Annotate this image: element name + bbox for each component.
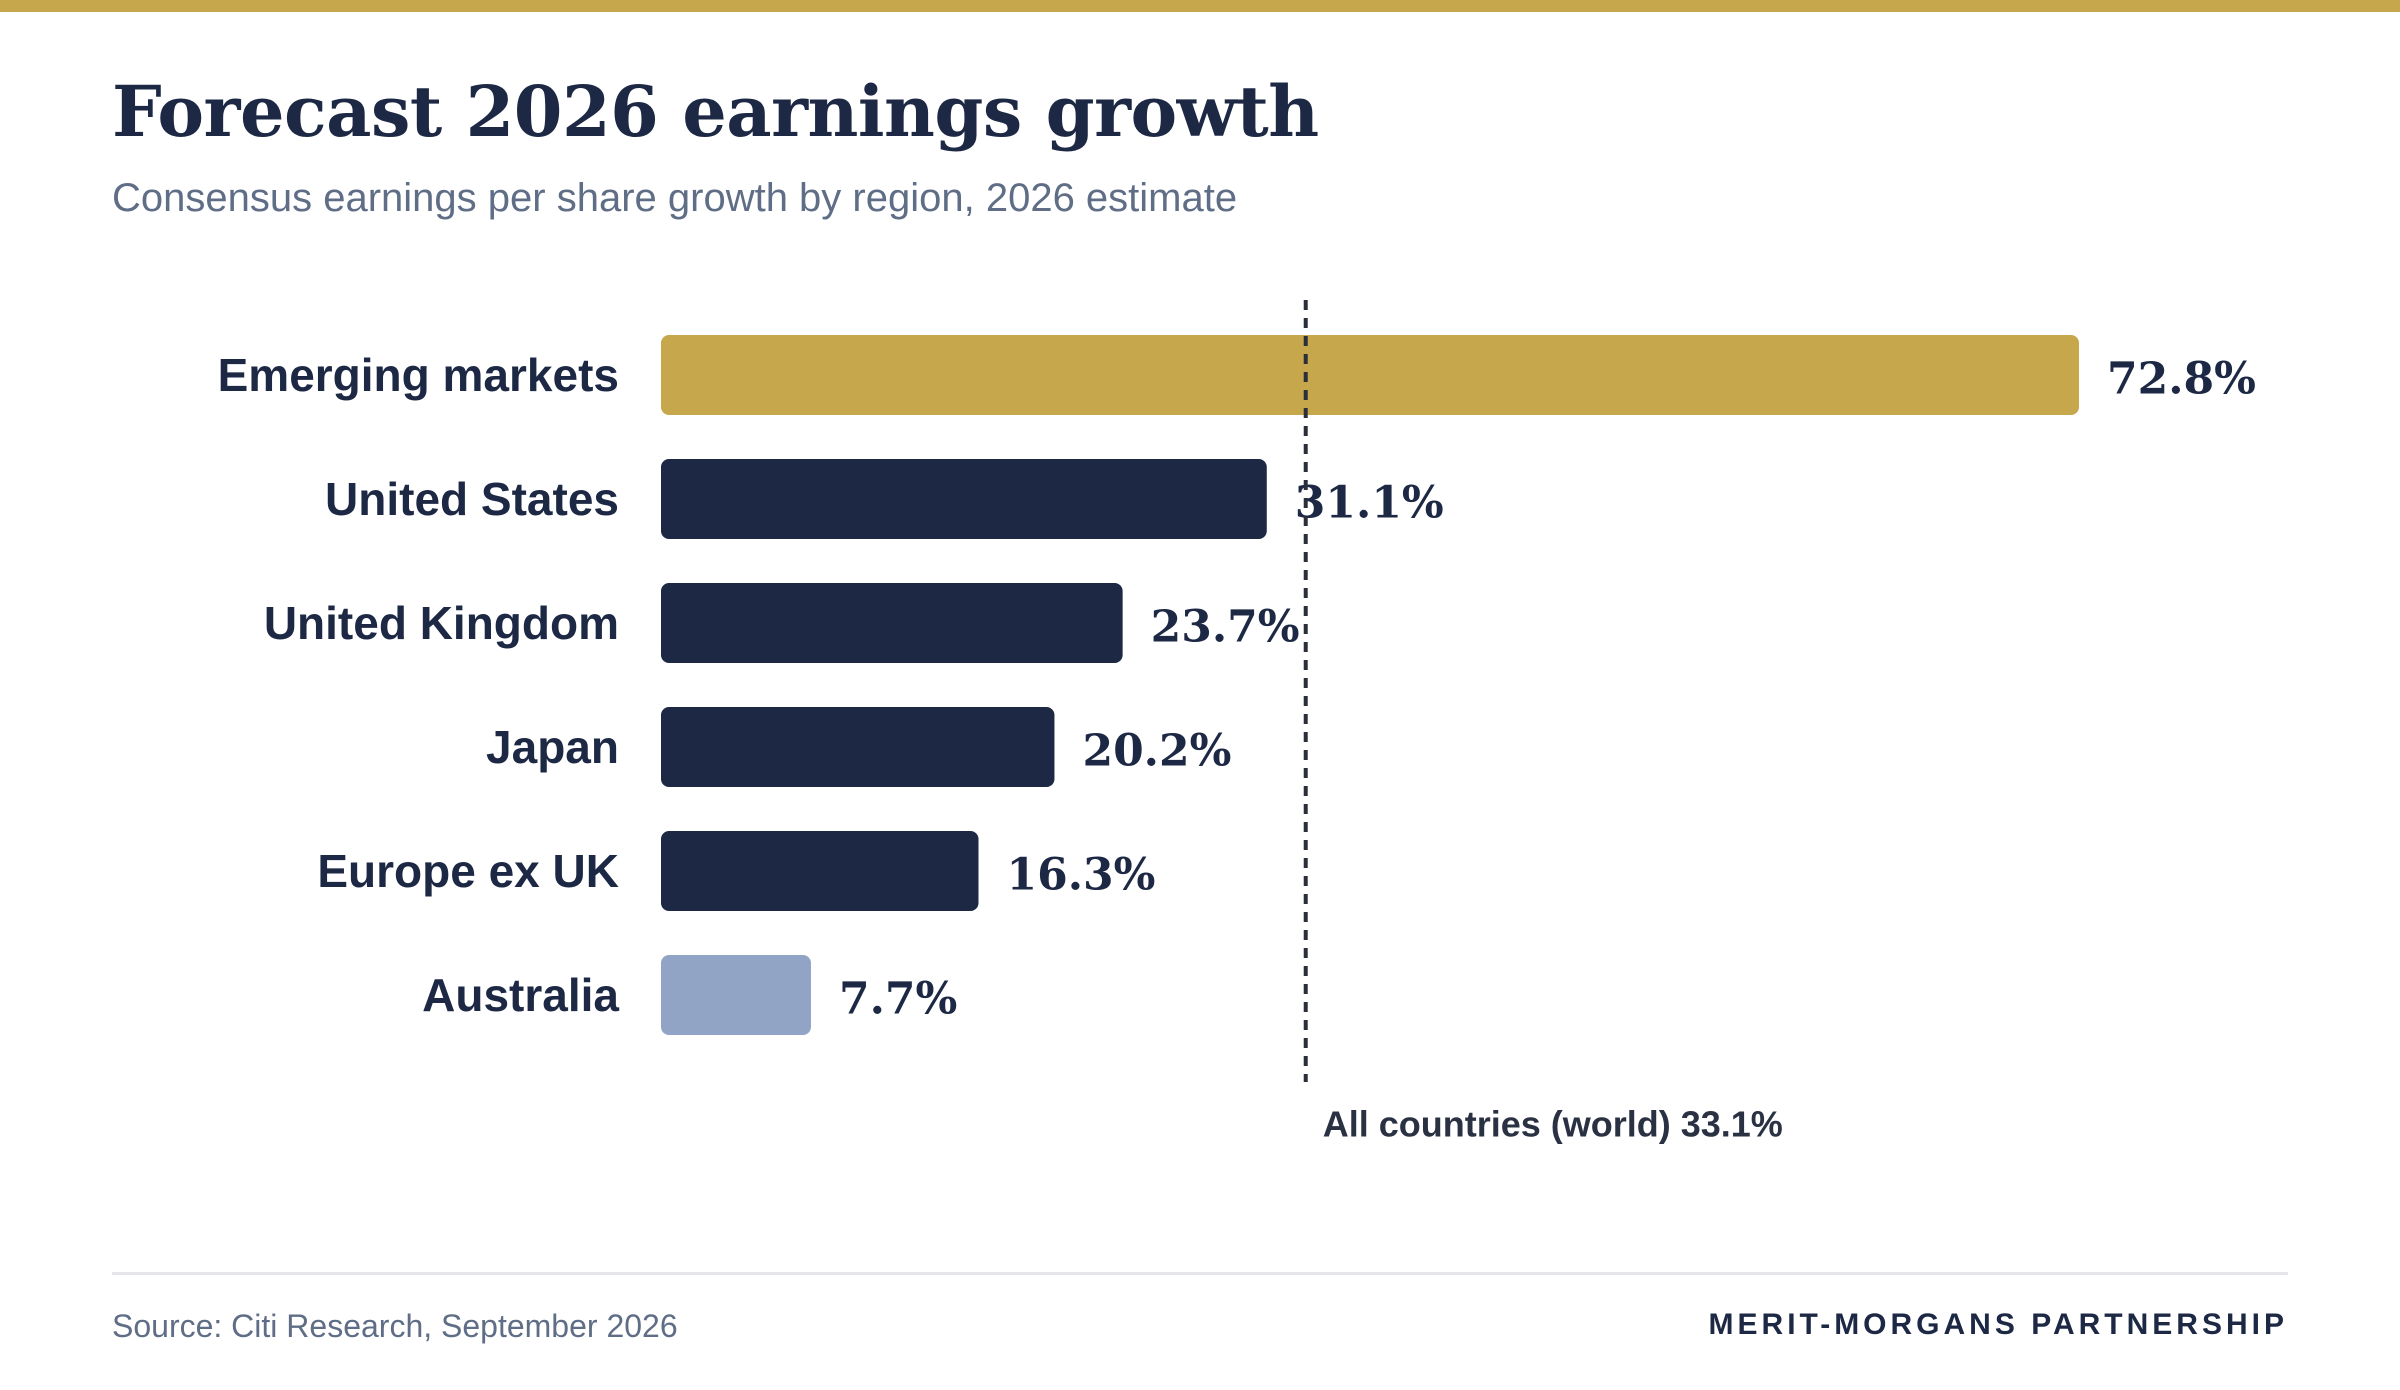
bar-japan xyxy=(661,707,1055,787)
value-label: 7.7% xyxy=(839,974,957,1025)
category-label: Japan xyxy=(486,721,619,773)
category-label: Australia xyxy=(422,969,619,1021)
category-label: Europe ex UK xyxy=(317,845,619,897)
brand-wordmark: MERIT-MORGANS PARTNERSHIP xyxy=(1708,1308,2288,1341)
category-label: United States xyxy=(325,473,619,525)
bar-united-kingdom xyxy=(661,583,1123,663)
chart-title: Forecast 2026 earnings growth xyxy=(112,70,1319,153)
value-label: 72.8% xyxy=(2107,354,2256,405)
reference-layer: All countries (world) 33.1% xyxy=(1303,300,1783,1145)
world-average-label: All countries (world) 33.1% xyxy=(1323,1104,1783,1145)
bars-layer: Emerging markets 72.8% United States 31.1% U… xyxy=(218,335,2256,1035)
bar-europe-ex-uk xyxy=(661,831,979,911)
bar-australia xyxy=(661,955,811,1035)
value-label: 31.1% xyxy=(1295,478,1444,529)
value-label: 20.2% xyxy=(1082,726,1231,777)
value-label: 16.3% xyxy=(1006,850,1155,901)
source-note: Source: Citi Research, September 2026 xyxy=(112,1308,678,1344)
bar-united-states xyxy=(661,459,1267,539)
value-label: 23.7% xyxy=(1151,602,1300,653)
bar-emerging-markets xyxy=(661,335,2079,415)
top-accent-bar xyxy=(0,0,2400,12)
category-label: Emerging markets xyxy=(218,349,619,401)
footer-divider xyxy=(112,1272,2288,1275)
category-label: United Kingdom xyxy=(264,597,619,649)
chart-subtitle: Consensus earnings per share growth by r… xyxy=(112,176,1238,220)
